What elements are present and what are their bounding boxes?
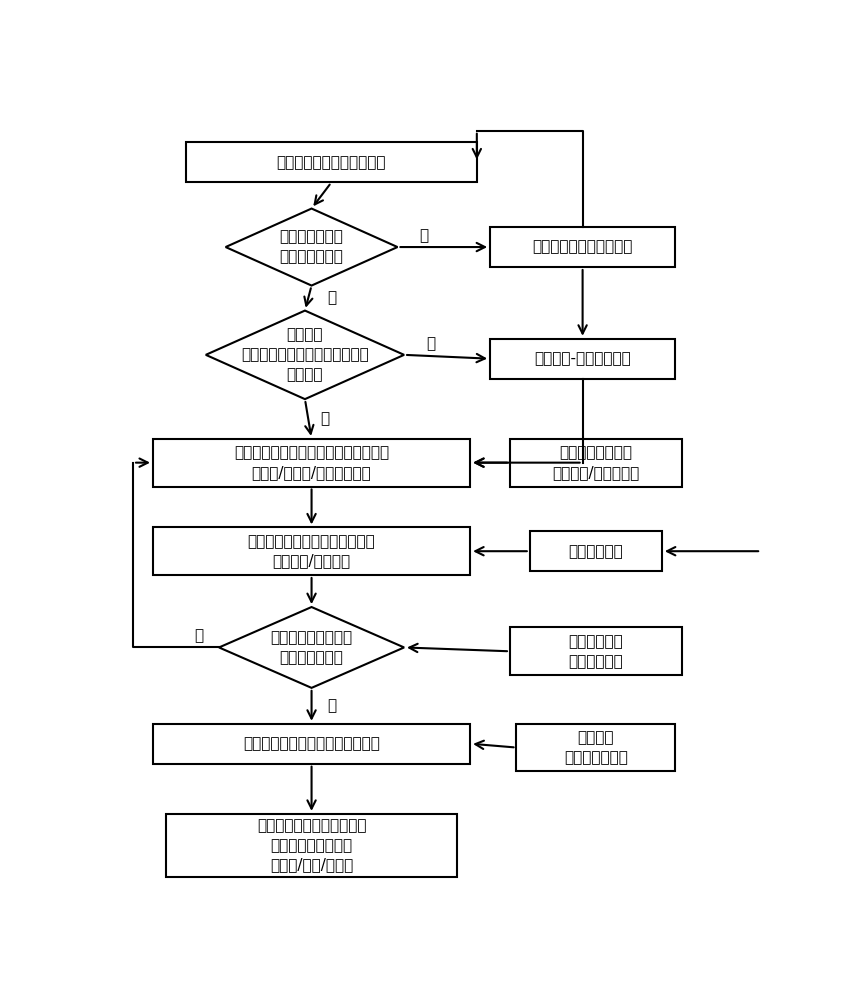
Text: 实时计算装置整体自控率和稳定率: 实时计算装置整体自控率和稳定率 [243, 736, 379, 751]
Text: 否: 否 [194, 628, 204, 643]
FancyBboxPatch shape [166, 814, 457, 877]
Text: 设定装置有效
控制回路总数: 设定装置有效 控制回路总数 [567, 634, 623, 669]
Text: 是: 是 [326, 698, 336, 713]
FancyBboxPatch shape [516, 724, 675, 771]
FancyBboxPatch shape [509, 627, 681, 675]
Text: 获取待评价控制回路实时工作状态数据
（状态/偏差值/偏差设定值）: 获取待评价控制回路实时工作状态数据 （状态/偏差值/偏差设定值） [233, 445, 389, 480]
Text: 根据时间要求生成装置整体
自控率和稳定率报表
（日报/周报/月报）: 根据时间要求生成装置整体 自控率和稳定率报表 （日报/周报/月报） [256, 818, 366, 873]
FancyBboxPatch shape [153, 527, 469, 575]
Text: 生产周期-间歇反应时间: 生产周期-间歇反应时间 [533, 351, 630, 366]
Text: 判断该装置全部回路
是否均计算完毕: 判断该装置全部回路 是否均计算完毕 [270, 630, 352, 665]
FancyBboxPatch shape [153, 724, 469, 764]
Text: 设定控制回路类型
（单回路/复杂回路）: 设定控制回路类型 （单回路/复杂回路） [551, 445, 639, 480]
Text: 是: 是 [326, 291, 336, 306]
Text: 设置该批次产品生产周期: 设置该批次产品生产周期 [532, 240, 632, 255]
Polygon shape [205, 311, 404, 399]
Text: 获取装置实时运行状态信息: 获取装置实时运行状态信息 [276, 155, 386, 170]
FancyBboxPatch shape [153, 439, 469, 487]
FancyBboxPatch shape [529, 531, 661, 571]
FancyBboxPatch shape [186, 142, 476, 182]
Text: 更新计算周期: 更新计算周期 [567, 544, 623, 559]
Polygon shape [219, 607, 404, 688]
Text: 是: 是 [425, 336, 435, 351]
Text: 判断装置是否处
于正常开车状态: 判断装置是否处 于正常开车状态 [279, 230, 343, 264]
Text: 装置是否
处于某批次产品间歇反应过程中
（静态）: 装置是否 处于某批次产品间歇反应过程中 （静态） [241, 328, 368, 382]
Text: 设定基准
自控率和稳定率: 设定基准 自控率和稳定率 [563, 730, 627, 765]
Polygon shape [225, 209, 397, 286]
Text: 实时计算控制回路性能评价指标
（自控率/稳定率）: 实时计算控制回路性能评价指标 （自控率/稳定率） [247, 534, 375, 569]
FancyBboxPatch shape [489, 339, 675, 379]
FancyBboxPatch shape [509, 439, 681, 487]
Text: 否: 否 [419, 228, 428, 243]
Text: 否: 否 [320, 411, 329, 426]
FancyBboxPatch shape [489, 227, 675, 267]
